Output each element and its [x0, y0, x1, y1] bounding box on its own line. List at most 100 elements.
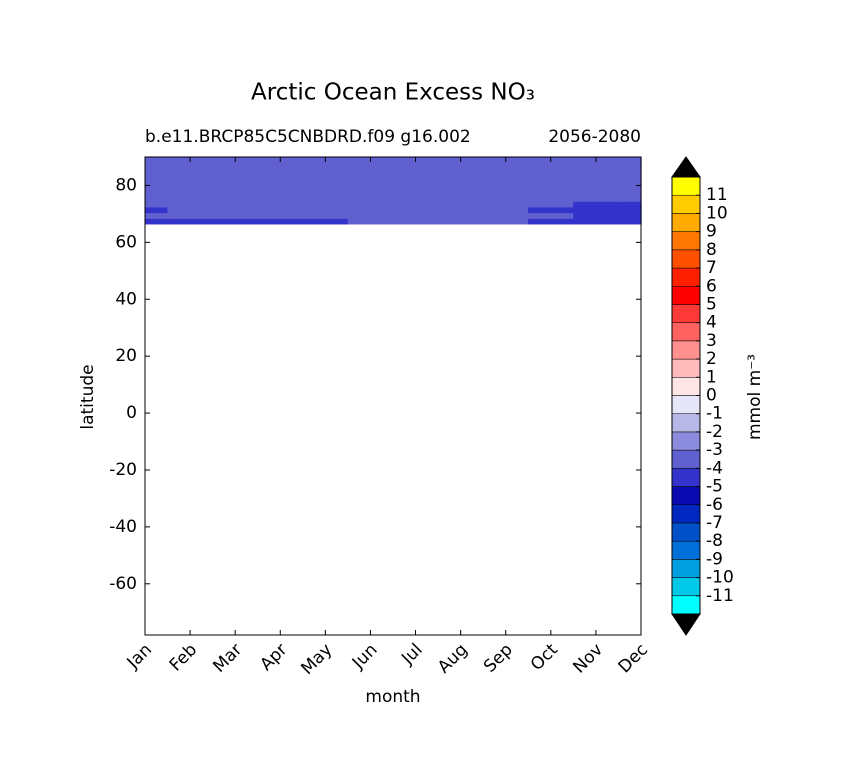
colorbar-swatch: [671, 249, 701, 269]
contour-cell: [257, 206, 304, 214]
contour-cell: [528, 218, 575, 225]
contour-cell: [437, 166, 484, 174]
contour-cell: [257, 178, 304, 185]
contour-cell: [483, 161, 529, 168]
colorbar-tick-label: 1: [706, 367, 717, 387]
contour-cell: [212, 189, 259, 197]
contour-cell: [483, 195, 529, 202]
contour-cell: [302, 183, 349, 191]
contour-cell: [528, 161, 575, 168]
y-tick-label: 60: [115, 232, 137, 252]
contour-cell: [437, 183, 484, 191]
colorbar-tick-label: -8: [706, 531, 723, 551]
contour-cell: [573, 206, 620, 214]
x-axis-label: month: [365, 687, 420, 707]
contour-cell: [483, 212, 529, 219]
colorbar-tick-label: 3: [706, 331, 717, 351]
y-tick-label: 40: [115, 289, 137, 309]
contour-cell: [618, 212, 642, 219]
contour-cell: [167, 172, 214, 179]
colorbar-swatch: [671, 431, 701, 451]
contour-cell: [573, 172, 620, 179]
contour-cell: [302, 189, 349, 197]
contour-cell: [302, 195, 349, 202]
contour-cell: [573, 161, 620, 168]
contour-cell: [437, 172, 484, 179]
contour-cell: [302, 161, 349, 168]
colorbar-tick-label: -9: [706, 549, 723, 569]
contour-cell: [347, 200, 394, 208]
contour-cell: [573, 166, 620, 174]
contour-cell: [347, 183, 394, 191]
contour-cell: [302, 166, 349, 174]
contour-cell: [144, 200, 169, 208]
colorbar-swatch: [671, 213, 701, 232]
colorbar-tick-label: -5: [706, 477, 723, 497]
colorbar-swatch: [671, 377, 701, 396]
contour-cell: [392, 172, 439, 179]
colorbar-tick-label: -6: [706, 495, 723, 515]
colorbar-swatch: [671, 194, 701, 214]
colorbar-tick-label: 8: [706, 240, 717, 260]
colorbar-swatch: [671, 577, 701, 597]
contour-cell: [528, 206, 575, 214]
contour-cell: [167, 161, 214, 168]
contour-cell: [212, 195, 259, 202]
contour-cell: [618, 178, 642, 185]
colorbar-tick-label: 5: [706, 294, 717, 314]
contour-cell: [144, 172, 169, 179]
contour-cell: [437, 195, 484, 202]
colorbar-tick-label: -11: [706, 586, 734, 606]
contour-cell: [212, 212, 259, 219]
contour-cell: [212, 183, 259, 191]
contour-cell: [483, 200, 529, 208]
contour-cell: [257, 166, 304, 174]
contour-cell: [257, 183, 304, 191]
contour-cell: [618, 172, 642, 179]
colorbar-tick-label: -10: [706, 568, 734, 588]
colorbar-tick-label: 11: [706, 185, 728, 205]
plot-frame: [144, 156, 642, 636]
contour-cell: [483, 172, 529, 179]
y-axis-label: latitude: [78, 364, 98, 429]
colorbar-swatch: [671, 413, 701, 433]
colorbar-swatch: [671, 395, 701, 414]
contour-cell: [257, 200, 304, 208]
colorbar-swatch: [671, 522, 701, 542]
contour-cell: [437, 178, 484, 185]
contour-cell: [392, 195, 439, 202]
contour-cell: [392, 166, 439, 174]
contour-cell: [437, 218, 484, 225]
contour-cell: [302, 218, 349, 225]
contour-cell: [302, 172, 349, 179]
colorbar-swatch: [671, 468, 701, 487]
y-tick-label: -60: [109, 574, 137, 594]
contour-cell: [528, 195, 575, 202]
contour-cell: [167, 189, 214, 197]
contour-cell: [618, 200, 642, 208]
contour-cell: [528, 183, 575, 191]
contour-cell: [347, 218, 394, 225]
contour-cell: [483, 189, 529, 197]
contour-cell: [573, 195, 620, 202]
contour-cell: [392, 200, 439, 208]
contour-cell: [392, 161, 439, 168]
contour-cell: [347, 195, 394, 202]
colorbar-swatch: [671, 304, 701, 323]
contour-cell: [618, 166, 642, 174]
colorbar-tick-label: 2: [706, 349, 717, 369]
contour-cell: [212, 178, 259, 185]
contour-cell: [144, 161, 169, 168]
contour-cell: [302, 206, 349, 214]
contour-cell: [257, 172, 304, 179]
contour-cell: [347, 206, 394, 214]
contour-cell: [212, 161, 259, 168]
contour-cell: [618, 156, 642, 162]
contour-cell: [212, 218, 259, 225]
contour-cell: [144, 206, 169, 214]
contour-cell: [167, 183, 214, 191]
y-tick-label: -40: [109, 517, 137, 537]
contour-cell: [212, 206, 259, 214]
